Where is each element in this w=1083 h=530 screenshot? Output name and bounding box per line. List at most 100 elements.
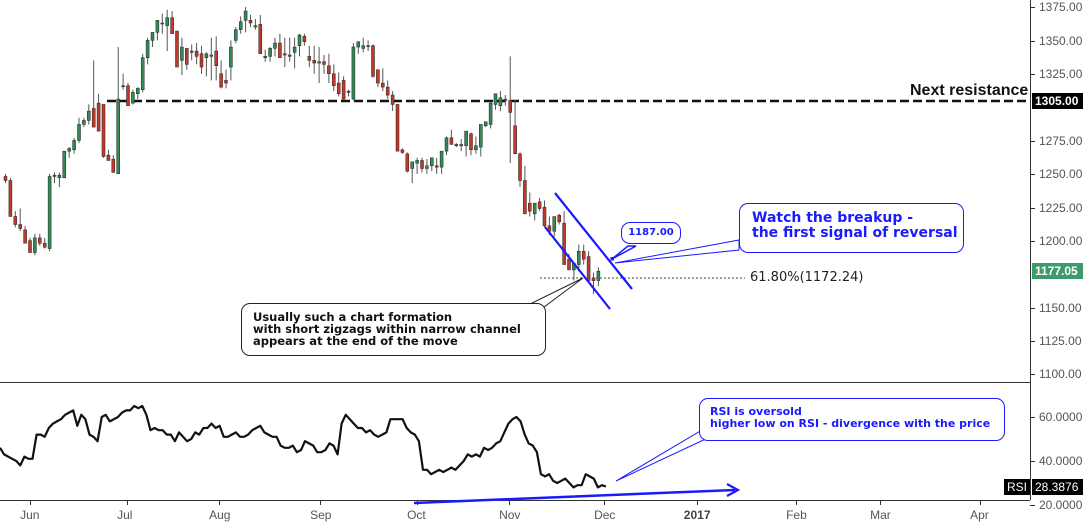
candle-body[interactable]	[420, 160, 424, 169]
candle-body[interactable]	[302, 36, 307, 42]
channel-upper-line[interactable]	[554, 192, 633, 290]
candle-body[interactable]	[77, 124, 81, 141]
candle-body[interactable]	[189, 50, 194, 53]
candle-body[interactable]	[307, 56, 312, 61]
candle-body[interactable]	[283, 53, 287, 56]
candle-body[interactable]	[116, 98, 120, 175]
candle-body[interactable]	[405, 153, 410, 172]
candle-body[interactable]	[3, 176, 8, 181]
candle-body[interactable]	[8, 180, 13, 217]
candle-body[interactable]	[376, 69, 380, 84]
candle-body[interactable]	[297, 34, 302, 46]
candle-body[interactable]	[483, 121, 488, 127]
point-price-label[interactable]: 1187.00	[621, 222, 681, 244]
candle-body[interactable]	[214, 50, 218, 66]
candle-body[interactable]	[180, 46, 184, 61]
candle-body[interactable]	[204, 53, 209, 58]
candle-body[interactable]	[229, 46, 233, 68]
candle-body[interactable]	[474, 145, 478, 151]
candle-body[interactable]	[341, 80, 346, 100]
candle-body[interactable]	[287, 54, 292, 57]
breakup-callout[interactable]: Watch the breakup - the first signal of …	[739, 203, 964, 253]
candle-body[interactable]	[537, 201, 542, 209]
candle-body[interactable]	[356, 41, 361, 48]
candle-body[interactable]	[449, 137, 454, 145]
candle-body[interactable]	[459, 144, 463, 147]
candle-body[interactable]	[238, 21, 243, 30]
candle-body[interactable]	[175, 30, 179, 68]
candle-body[interactable]	[400, 149, 405, 153]
candle-body[interactable]	[268, 48, 272, 57]
candle-body[interactable]	[581, 250, 586, 260]
candle-body[interactable]	[67, 148, 71, 152]
candle-body[interactable]	[101, 104, 106, 157]
candle-body[interactable]	[371, 45, 375, 77]
candle-body[interactable]	[366, 45, 370, 47]
candle-body[interactable]	[258, 24, 263, 54]
candle-body[interactable]	[454, 144, 459, 147]
candle-body[interactable]	[150, 32, 155, 41]
candle-body[interactable]	[263, 56, 267, 58]
candle-body[interactable]	[209, 54, 214, 57]
candle-body[interactable]	[140, 57, 145, 90]
candle-body[interactable]	[336, 82, 341, 94]
candle-body[interactable]	[106, 154, 111, 161]
candle-body[interactable]	[243, 10, 248, 21]
candle-body[interactable]	[425, 165, 429, 169]
candle-body[interactable]	[278, 42, 282, 58]
rsi-line[interactable]	[0, 404, 607, 489]
candle-body[interactable]	[155, 20, 160, 33]
candle-body[interactable]	[518, 153, 522, 181]
candle-body[interactable]	[430, 157, 434, 167]
candle-body[interactable]	[131, 92, 135, 104]
candle-body[interactable]	[503, 98, 508, 101]
candle-body[interactable]	[248, 20, 253, 24]
channel-callout[interactable]: Usually such a chart formation with shor…	[241, 303, 546, 356]
candle-body[interactable]	[488, 102, 493, 125]
candle-body[interactable]	[596, 270, 601, 281]
candle-body[interactable]	[33, 237, 37, 253]
candle-body[interactable]	[234, 29, 238, 41]
candle-body[interactable]	[469, 133, 473, 151]
candle-body[interactable]	[591, 277, 596, 281]
candle-body[interactable]	[513, 125, 517, 155]
candle-body[interactable]	[292, 46, 297, 53]
candle-body[interactable]	[395, 104, 400, 152]
candle-body[interactable]	[52, 174, 57, 177]
candle-body[interactable]	[532, 202, 537, 215]
candle-body[interactable]	[273, 42, 277, 49]
candle-body[interactable]	[361, 45, 365, 49]
candle-body[interactable]	[121, 85, 125, 87]
channel-lower-line[interactable]	[544, 226, 611, 310]
candle-body[interactable]	[91, 108, 96, 128]
candle-body[interactable]	[82, 120, 86, 125]
candle-body[interactable]	[464, 130, 468, 147]
candle-body[interactable]	[145, 40, 150, 58]
candle-body[interactable]	[322, 61, 326, 65]
candle-body[interactable]	[479, 124, 483, 148]
candle-body[interactable]	[317, 61, 321, 64]
candle-body[interactable]	[126, 85, 130, 107]
candle-body[interactable]	[410, 161, 414, 169]
candle-body[interactable]	[327, 65, 331, 74]
candle-body[interactable]	[528, 202, 532, 212]
candle-body[interactable]	[439, 150, 444, 168]
candle-body[interactable]	[332, 73, 336, 86]
candle-body[interactable]	[567, 258, 571, 271]
candle-body[interactable]	[253, 25, 258, 28]
candle-body[interactable]	[415, 160, 419, 164]
candle-body[interactable]	[47, 176, 52, 249]
candle-body[interactable]	[562, 222, 566, 265]
candle-body[interactable]	[557, 214, 561, 223]
candle-body[interactable]	[390, 94, 395, 105]
candle-body[interactable]	[28, 240, 32, 253]
rsi-callout[interactable]: RSI is oversold higher low on RSI - dive…	[699, 398, 1005, 441]
candle-body[interactable]	[346, 90, 351, 93]
candle-body[interactable]	[96, 102, 101, 132]
candle-body[interactable]	[434, 165, 439, 168]
candle-body[interactable]	[57, 174, 62, 179]
rsi-trendline[interactable]	[413, 488, 736, 505]
candle-body[interactable]	[542, 206, 547, 227]
candle-body[interactable]	[185, 48, 189, 65]
candle-body[interactable]	[493, 93, 498, 105]
